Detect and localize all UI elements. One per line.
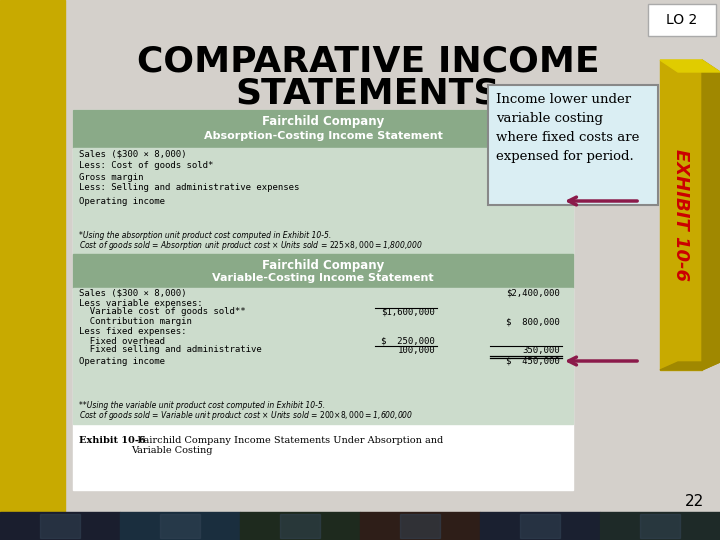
Text: Less: Selling and administrative expenses: Less: Selling and administrative expense… xyxy=(79,184,300,192)
Text: $  600,000: $ 600,000 xyxy=(506,172,560,181)
Text: $2,400,000: $2,400,000 xyxy=(506,288,560,298)
Text: Absorption-Costing Income Statement: Absorption-Costing Income Statement xyxy=(204,131,442,141)
Bar xyxy=(360,512,480,540)
Bar xyxy=(73,110,573,148)
Bar xyxy=(160,514,200,538)
Text: Less variable expenses:: Less variable expenses: xyxy=(79,299,202,307)
Text: EXHIBIT 10-6: EXHIBIT 10-6 xyxy=(672,149,690,281)
Bar xyxy=(488,85,658,205)
Bar xyxy=(40,514,80,538)
Bar xyxy=(648,4,716,36)
Text: Income lower under
variable costing
where fixed costs are
expensed for period.: Income lower under variable costing wher… xyxy=(496,93,639,163)
Polygon shape xyxy=(660,362,720,370)
Text: Fairchild Company: Fairchild Company xyxy=(262,116,384,129)
Text: Variable cost of goods sold**: Variable cost of goods sold** xyxy=(79,307,246,316)
Text: LO 2: LO 2 xyxy=(667,13,698,27)
Text: 350,000: 350,000 xyxy=(523,346,560,354)
Bar xyxy=(660,60,702,370)
Bar xyxy=(73,288,573,396)
Text: Operating income: Operating income xyxy=(79,356,165,366)
Bar xyxy=(280,514,320,538)
Bar xyxy=(640,514,680,538)
Text: Fixed selling and administrative: Fixed selling and administrative xyxy=(79,346,262,354)
Text: Sales ($300 × 8,000): Sales ($300 × 8,000) xyxy=(79,288,186,298)
Text: *Using the absorption unit product cost computed in Exhibit 10-5.: *Using the absorption unit product cost … xyxy=(79,231,331,240)
Text: $  450,000: $ 450,000 xyxy=(506,356,560,366)
Bar xyxy=(73,226,573,254)
Bar xyxy=(73,110,573,490)
Text: Fairchild Company Income Statements Under Absorption and
Variable Costing: Fairchild Company Income Statements Unde… xyxy=(131,436,444,455)
Text: Less fixed expenses:: Less fixed expenses: xyxy=(79,327,186,336)
Text: Fairchild Company: Fairchild Company xyxy=(262,259,384,272)
Text: Sales ($300 × 8,000): Sales ($300 × 8,000) xyxy=(79,150,186,159)
Text: 1,800,000: 1,800,000 xyxy=(512,161,560,171)
Text: Cost of goods sold = Variable unit product cost × Units sold = $200 × 8,000 = $1: Cost of goods sold = Variable unit produ… xyxy=(79,409,413,422)
Bar xyxy=(400,514,440,538)
Bar xyxy=(520,514,560,538)
Text: $  800,000: $ 800,000 xyxy=(506,318,560,327)
Text: Operating income: Operating income xyxy=(79,197,165,206)
Bar xyxy=(240,512,360,540)
Bar xyxy=(73,148,573,226)
Text: 100,000: 100,000 xyxy=(397,346,435,354)
Text: Fixed overhead: Fixed overhead xyxy=(79,336,165,346)
Text: Exhibit 10-6: Exhibit 10-6 xyxy=(79,436,145,445)
Text: 22: 22 xyxy=(685,495,703,510)
Text: Less: Cost of goods sold*: Less: Cost of goods sold* xyxy=(79,161,213,171)
Bar xyxy=(120,512,240,540)
Bar xyxy=(0,512,120,540)
Text: STATEMENTS: STATEMENTS xyxy=(235,76,500,110)
Bar xyxy=(480,512,600,540)
Text: Variable-Costing Income Statement: Variable-Costing Income Statement xyxy=(212,273,434,283)
Text: Gross margin: Gross margin xyxy=(79,172,143,181)
Bar xyxy=(0,0,65,512)
Text: **Using the variable unit product cost computed in Exhibit 10-5.: **Using the variable unit product cost c… xyxy=(79,401,325,409)
Text: Contribution margin: Contribution margin xyxy=(79,318,192,327)
Polygon shape xyxy=(660,60,720,72)
Text: $2,400,000: $2,400,000 xyxy=(506,150,560,159)
Text: $1,600,000: $1,600,000 xyxy=(382,307,435,316)
Bar xyxy=(73,254,573,288)
Text: $  250,000: $ 250,000 xyxy=(382,336,435,346)
Text: $  500,000: $ 500,000 xyxy=(506,197,560,206)
Bar xyxy=(600,512,720,540)
Text: Cost of goods sold = Absorption unit product cost × Units sold = $225 × 8,000 = : Cost of goods sold = Absorption unit pro… xyxy=(79,240,423,253)
Polygon shape xyxy=(702,60,720,370)
Text: COMPARATIVE INCOME: COMPARATIVE INCOME xyxy=(137,45,599,79)
Bar xyxy=(73,396,573,424)
Text: 100,000: 100,000 xyxy=(523,184,560,192)
